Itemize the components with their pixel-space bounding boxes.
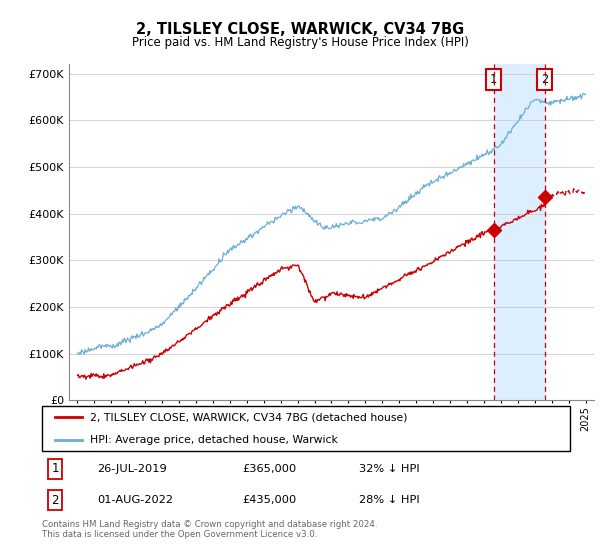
FancyBboxPatch shape xyxy=(42,406,570,451)
Text: 1: 1 xyxy=(52,462,59,475)
Text: 2: 2 xyxy=(541,73,548,86)
Text: £435,000: £435,000 xyxy=(242,495,297,505)
Bar xyxy=(494,64,545,400)
Text: 01-AUG-2022: 01-AUG-2022 xyxy=(97,495,173,505)
Text: £365,000: £365,000 xyxy=(242,464,297,474)
Text: 2: 2 xyxy=(52,493,59,507)
Text: 2, TILSLEY CLOSE, WARWICK, CV34 7BG (detached house): 2, TILSLEY CLOSE, WARWICK, CV34 7BG (det… xyxy=(89,412,407,422)
Text: 26-JUL-2019: 26-JUL-2019 xyxy=(97,464,167,474)
Text: Price paid vs. HM Land Registry's House Price Index (HPI): Price paid vs. HM Land Registry's House … xyxy=(131,36,469,49)
Text: 28% ↓ HPI: 28% ↓ HPI xyxy=(359,495,419,505)
Text: 2, TILSLEY CLOSE, WARWICK, CV34 7BG: 2, TILSLEY CLOSE, WARWICK, CV34 7BG xyxy=(136,22,464,38)
Text: 1: 1 xyxy=(490,73,497,86)
Text: 32% ↓ HPI: 32% ↓ HPI xyxy=(359,464,419,474)
Text: HPI: Average price, detached house, Warwick: HPI: Average price, detached house, Warw… xyxy=(89,435,337,445)
Text: Contains HM Land Registry data © Crown copyright and database right 2024.
This d: Contains HM Land Registry data © Crown c… xyxy=(42,520,377,539)
